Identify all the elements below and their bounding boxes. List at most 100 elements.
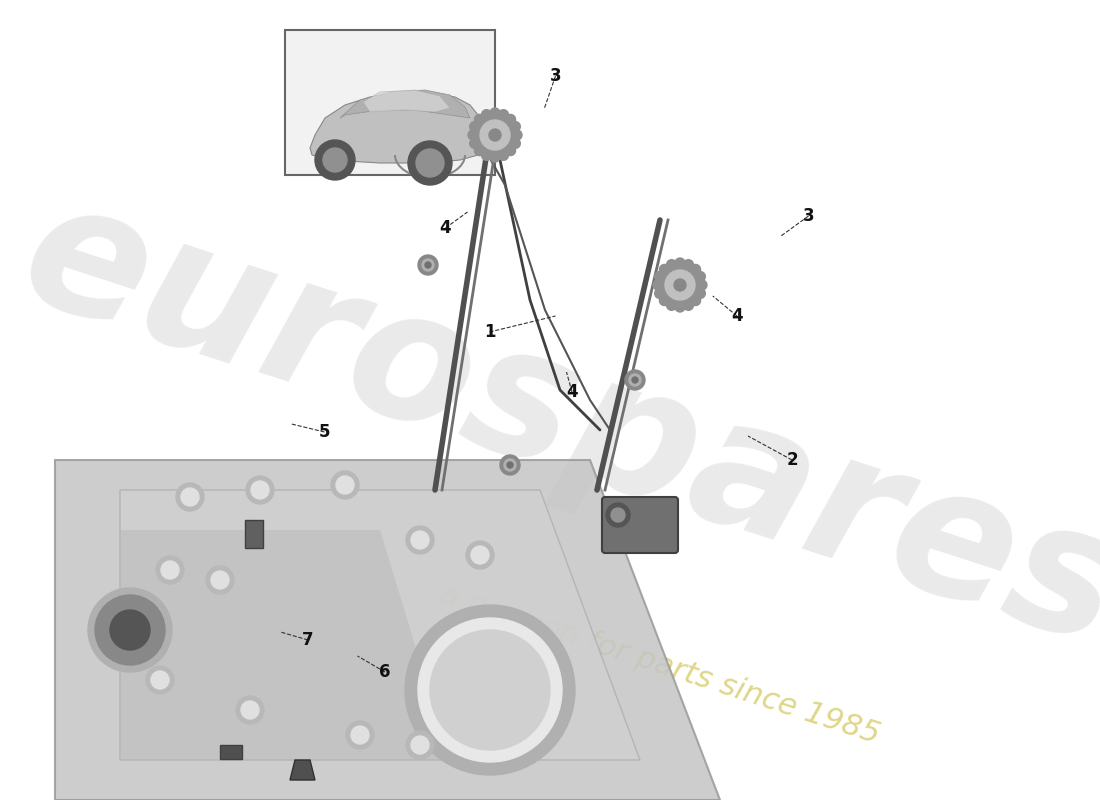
Circle shape — [246, 476, 274, 504]
Text: 5: 5 — [319, 423, 330, 441]
Circle shape — [411, 736, 429, 754]
Circle shape — [606, 503, 630, 527]
Circle shape — [95, 595, 165, 665]
Circle shape — [691, 265, 701, 274]
Polygon shape — [363, 90, 450, 112]
Circle shape — [471, 546, 490, 564]
Circle shape — [151, 671, 169, 689]
Circle shape — [610, 508, 625, 522]
Circle shape — [176, 483, 204, 511]
Circle shape — [405, 605, 575, 775]
Circle shape — [470, 122, 480, 131]
Circle shape — [625, 370, 645, 390]
Polygon shape — [120, 490, 640, 760]
Circle shape — [490, 152, 500, 162]
Circle shape — [206, 566, 234, 594]
Circle shape — [510, 138, 520, 149]
Circle shape — [418, 618, 562, 762]
Circle shape — [406, 526, 434, 554]
Circle shape — [490, 108, 500, 118]
Circle shape — [675, 302, 685, 312]
Circle shape — [110, 610, 150, 650]
Circle shape — [659, 265, 670, 274]
Polygon shape — [55, 460, 720, 800]
Circle shape — [416, 149, 444, 177]
Circle shape — [695, 271, 705, 282]
Circle shape — [482, 110, 492, 120]
Circle shape — [512, 130, 522, 140]
Circle shape — [182, 488, 199, 506]
Circle shape — [507, 462, 513, 468]
Circle shape — [500, 455, 520, 475]
Circle shape — [474, 146, 484, 155]
Circle shape — [683, 260, 693, 270]
FancyBboxPatch shape — [602, 497, 678, 553]
Text: a passion for parts since 1985: a passion for parts since 1985 — [437, 579, 883, 749]
Bar — [245, 520, 263, 548]
Circle shape — [146, 666, 174, 694]
Circle shape — [629, 374, 641, 386]
Circle shape — [695, 289, 705, 298]
Circle shape — [653, 280, 663, 290]
Text: 4: 4 — [566, 383, 578, 401]
Circle shape — [504, 459, 516, 471]
Circle shape — [667, 260, 676, 270]
Circle shape — [510, 122, 520, 131]
Circle shape — [683, 300, 693, 310]
Text: 1: 1 — [484, 323, 495, 341]
Circle shape — [88, 588, 172, 672]
Circle shape — [470, 138, 480, 149]
Circle shape — [658, 263, 702, 307]
Bar — [220, 745, 242, 759]
Circle shape — [331, 471, 359, 499]
Circle shape — [351, 726, 369, 744]
Text: 3: 3 — [803, 207, 814, 225]
Circle shape — [482, 150, 492, 160]
Circle shape — [418, 255, 438, 275]
Circle shape — [697, 280, 707, 290]
Circle shape — [236, 696, 264, 724]
Text: 7: 7 — [302, 631, 313, 649]
Circle shape — [506, 146, 516, 155]
Circle shape — [336, 476, 354, 494]
Circle shape — [422, 259, 435, 271]
Circle shape — [691, 295, 701, 306]
Polygon shape — [120, 530, 450, 760]
Polygon shape — [310, 93, 482, 163]
Circle shape — [498, 110, 508, 120]
Circle shape — [480, 120, 510, 150]
Circle shape — [466, 541, 494, 569]
Circle shape — [675, 258, 685, 268]
Circle shape — [474, 114, 484, 125]
Circle shape — [659, 295, 670, 306]
Circle shape — [430, 630, 550, 750]
Circle shape — [241, 701, 258, 719]
Circle shape — [406, 731, 434, 759]
Circle shape — [666, 270, 695, 300]
Circle shape — [408, 141, 452, 185]
Bar — [285, 30, 495, 175]
Circle shape — [156, 556, 184, 584]
Circle shape — [161, 561, 179, 579]
Circle shape — [315, 140, 355, 180]
Text: eurospares: eurospares — [2, 164, 1100, 684]
Circle shape — [468, 130, 478, 140]
Circle shape — [346, 721, 374, 749]
Circle shape — [323, 148, 346, 172]
Circle shape — [425, 262, 431, 268]
Circle shape — [211, 571, 229, 589]
Polygon shape — [340, 90, 470, 118]
Text: 4: 4 — [440, 219, 451, 237]
Polygon shape — [290, 760, 315, 780]
Circle shape — [654, 289, 664, 298]
Text: 2: 2 — [786, 451, 798, 469]
Circle shape — [632, 377, 638, 383]
Circle shape — [667, 300, 676, 310]
Text: 6: 6 — [379, 663, 390, 681]
Circle shape — [654, 271, 664, 282]
Circle shape — [674, 279, 686, 291]
Circle shape — [411, 531, 429, 549]
Circle shape — [498, 150, 508, 160]
Circle shape — [251, 481, 270, 499]
Text: 4: 4 — [732, 307, 742, 325]
